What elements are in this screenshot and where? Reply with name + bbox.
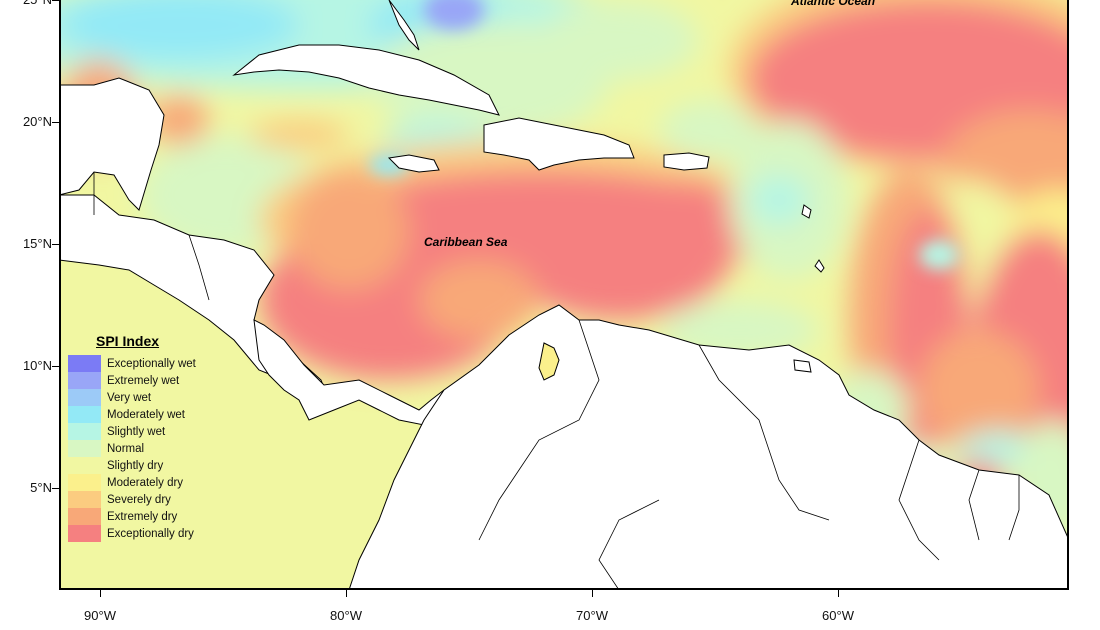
lon-tick-mark — [100, 590, 101, 597]
label-caribbean-sea: Caribbean Sea — [424, 235, 508, 249]
legend-item: Severely dry — [68, 491, 218, 508]
lat-tick-mark — [52, 488, 59, 489]
lon-tick-label: 90°W — [84, 608, 116, 623]
legend-label: Normal — [107, 442, 145, 455]
label-atlantic-ocean: Atlantic Ocean — [791, 0, 876, 8]
legend-label: Slightly wet — [107, 425, 166, 438]
legend-label: Exceptionally dry — [107, 527, 194, 540]
lat-tick-label: 5°N — [30, 480, 52, 495]
legend-item: Extremely wet — [68, 372, 218, 389]
spi-legend: SPI Index Exceptionally wet Extremely wet… — [68, 333, 218, 542]
legend-item: Very wet — [68, 389, 218, 406]
lat-tick-label: 20°N — [22, 114, 52, 129]
legend-swatch — [68, 525, 101, 542]
legend-item: Normal — [68, 440, 218, 457]
legend-item: Exceptionally wet — [68, 355, 218, 372]
legend-label: Exceptionally wet — [107, 357, 196, 370]
legend-swatch — [68, 508, 101, 525]
legend-title: SPI Index — [96, 333, 160, 349]
spi-field — [59, 0, 1069, 560]
legend-label: Moderately wet — [107, 408, 185, 421]
legend-label: Extremely wet — [107, 374, 180, 387]
legend-swatch — [68, 491, 101, 508]
legend-item: Moderately wet — [68, 406, 218, 423]
legend-swatch — [68, 372, 101, 389]
legend-swatch — [68, 457, 101, 474]
legend-swatch — [68, 474, 101, 491]
lat-tick-mark — [52, 0, 59, 1]
lat-tick-label: 15°N — [22, 236, 52, 251]
lat-tick-mark — [52, 366, 59, 367]
lon-tick-label: 60°W — [822, 608, 854, 623]
land-masses — [59, 0, 1069, 590]
lon-tick-mark — [838, 590, 839, 597]
legend-item: Extremely dry — [68, 508, 218, 525]
legend-item: Slightly dry — [68, 457, 218, 474]
legend-swatch — [68, 406, 101, 423]
legend-label: Very wet — [107, 391, 152, 404]
lat-tick-label: 10°N — [22, 358, 52, 373]
legend-label: Moderately dry — [107, 476, 184, 489]
lon-tick-mark — [592, 590, 593, 597]
lat-tick-label: 25°N — [8, 0, 52, 7]
lon-tick-label: 80°W — [330, 608, 362, 623]
legend-item: Moderately dry — [68, 474, 218, 491]
lon-tick-mark — [346, 590, 347, 597]
legend-label: Slightly dry — [107, 459, 164, 472]
country-borders — [93, 172, 1020, 590]
legend-rows: Exceptionally wet Extremely wet Very wet Mo… — [68, 355, 218, 542]
legend-swatch — [68, 355, 101, 372]
lat-tick-mark — [52, 122, 59, 123]
legend-item: Exceptionally dry — [68, 525, 218, 542]
legend-label: Severely dry — [107, 493, 171, 506]
legend-swatch — [68, 440, 101, 457]
lat-tick-mark — [52, 244, 59, 245]
legend-label: Extremely dry — [107, 510, 178, 523]
legend-swatch — [68, 423, 101, 440]
legend-item: Slightly wet — [68, 423, 218, 440]
map-canvas — [59, 0, 1069, 590]
spi-map — [59, 0, 1069, 590]
legend-swatch — [68, 389, 101, 406]
lon-tick-label: 70°W — [576, 608, 608, 623]
